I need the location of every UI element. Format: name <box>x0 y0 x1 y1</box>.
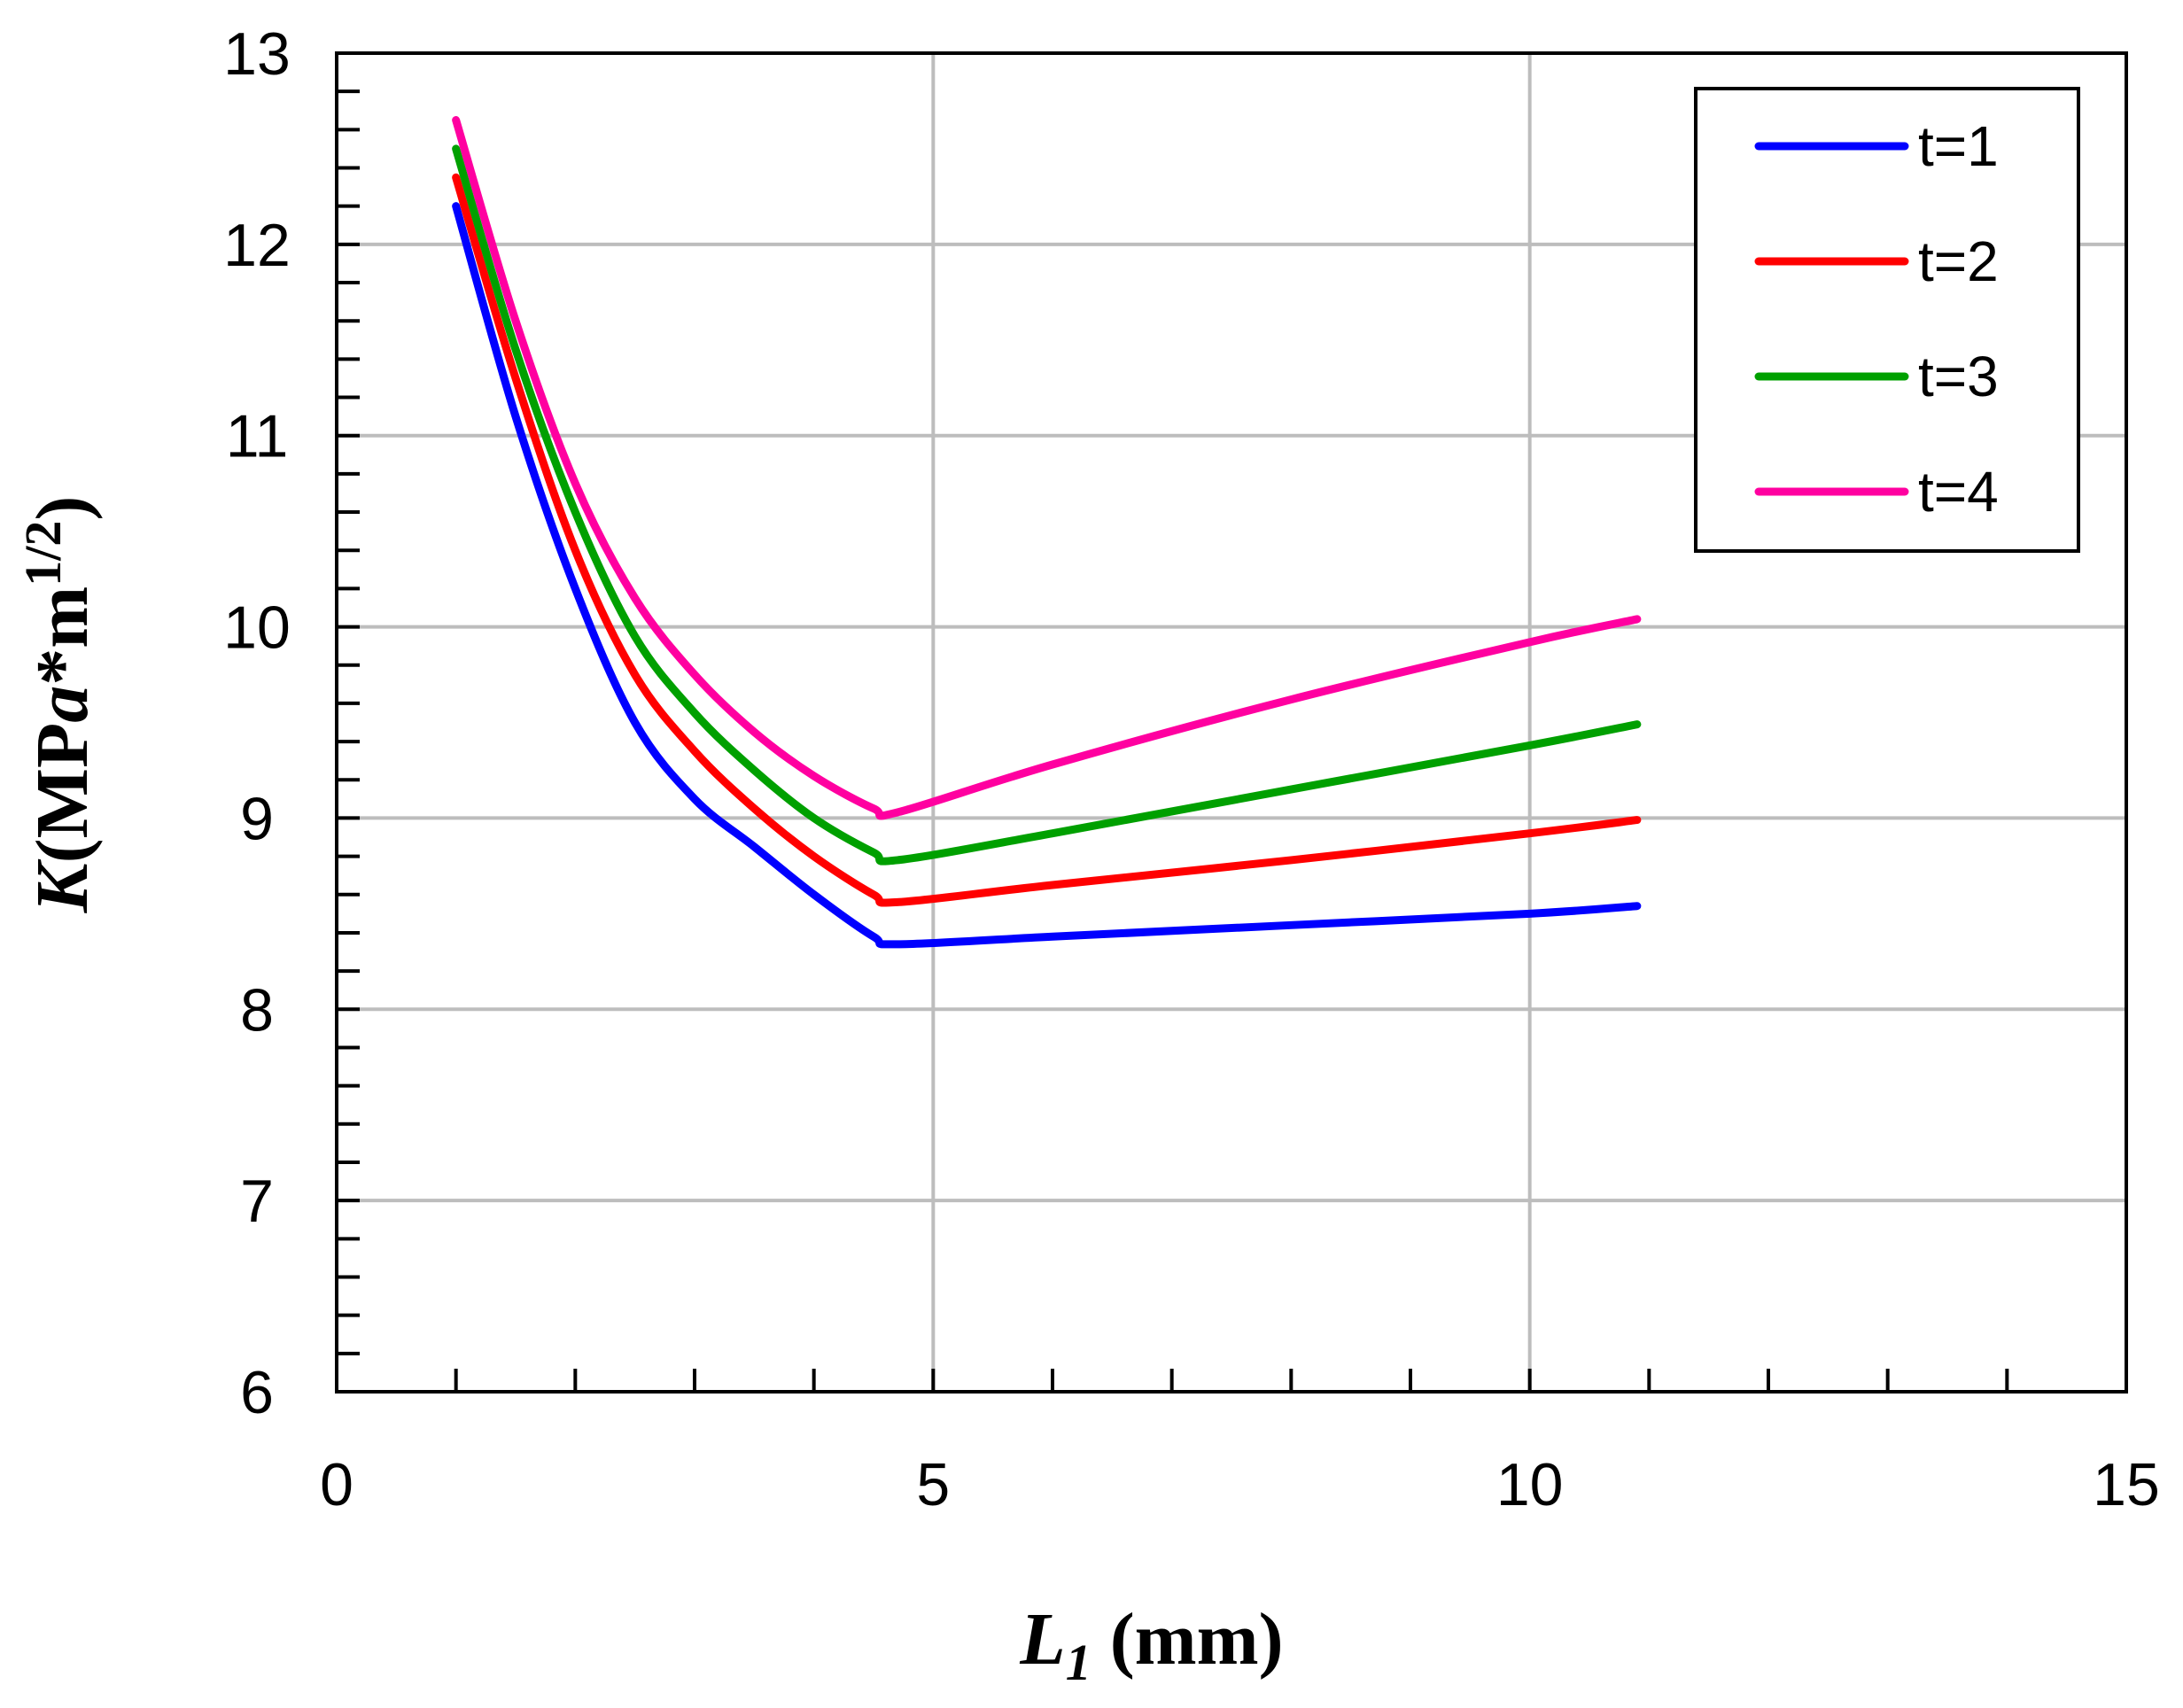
y-tick-label: 13 <box>223 20 291 88</box>
y-axis-title-suffix: ) <box>21 496 104 521</box>
y-axis-title-italic: a <box>21 686 104 723</box>
x-tick-label: 5 <box>916 1451 950 1518</box>
x-tick-label: 15 <box>2093 1451 2160 1518</box>
x-axis-title-unit: (mm) <box>1092 1598 1284 1681</box>
y-tick-label: 8 <box>240 976 274 1044</box>
y-tick-label: 7 <box>240 1168 274 1235</box>
legend-label-2: t=2 <box>1918 229 1999 293</box>
y-tick-label: 12 <box>223 212 291 279</box>
y-tick-label: 9 <box>240 785 274 852</box>
plot-frame <box>335 51 2128 1394</box>
series-line-4 <box>452 116 1642 820</box>
y-axis-title-prefix: (MP <box>21 723 104 864</box>
legend: t=1 t=2 t=3 t=4 <box>1694 87 2080 553</box>
x-axis-title: L1 (mm) <box>1019 1598 1283 1691</box>
x-axis-title-main: L <box>1019 1598 1065 1681</box>
series-line-2 <box>452 173 1642 907</box>
legend-label-4: t=4 <box>1918 460 1999 524</box>
y-axis-title-middle: *m <box>21 586 104 686</box>
legend-items: t=1 t=2 t=3 t=4 <box>1754 114 1999 524</box>
series-lines <box>452 116 1642 949</box>
y-tick-label: 6 <box>240 1359 274 1426</box>
x-axis-title-subscript: 1 <box>1066 1634 1092 1691</box>
grid-lines <box>337 53 2126 1392</box>
x-tick-label: 10 <box>1496 1451 1564 1518</box>
legend-label-3: t=3 <box>1918 345 1999 408</box>
x-tick-labels: 0 5 10 15 <box>320 1451 2160 1518</box>
legend-box <box>1694 87 2080 553</box>
y-tick-label: 11 <box>226 403 289 470</box>
y-tick-labels: 6 7 8 9 10 11 12 13 <box>223 20 291 1426</box>
series-line-1 <box>452 202 1642 949</box>
y-axis-title-k: K <box>21 858 104 913</box>
minor-ticks <box>337 89 2009 1392</box>
y-tick-label: 10 <box>223 594 291 662</box>
x-tick-label: 0 <box>320 1451 353 1518</box>
y-axis-title: K(MPa*m1/2) <box>14 496 104 914</box>
y-axis-title-superscript: 1/2 <box>14 521 72 586</box>
series-line-3 <box>452 144 1642 866</box>
legend-label-1: t=1 <box>1918 114 1999 178</box>
